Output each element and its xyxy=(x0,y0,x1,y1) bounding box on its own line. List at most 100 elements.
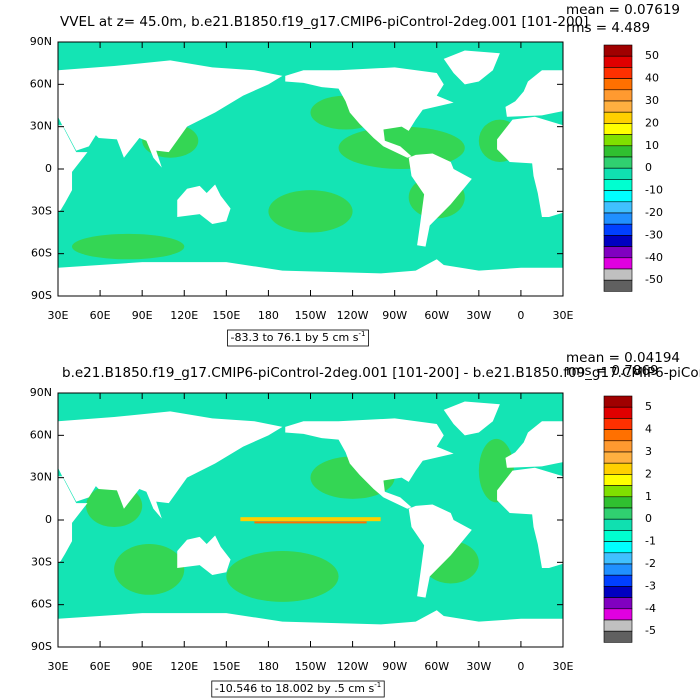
equatorial-band xyxy=(240,517,381,522)
range-exponent: -1 xyxy=(374,681,381,689)
lat-label: 30N xyxy=(30,120,52,133)
colorbar-box xyxy=(603,619,633,632)
colorbar-label: 2 xyxy=(645,467,652,480)
colorbar-box xyxy=(603,246,633,259)
colorbar-box xyxy=(603,574,633,587)
colorbar-label: 1 xyxy=(645,490,652,503)
colorbar-box xyxy=(603,55,633,68)
colorbar-box xyxy=(603,485,633,498)
field-patch xyxy=(114,543,185,595)
lon-label: 150E xyxy=(212,660,240,673)
land xyxy=(285,67,454,158)
lat-label: 90S xyxy=(31,640,52,653)
colorbar-box xyxy=(603,111,633,124)
lon-label: 30W xyxy=(466,309,491,322)
colorbar-label: 20 xyxy=(645,116,659,129)
map-panel: 90N 60N 30N 0 30S 60S 90S 30E 60E 90E 120E 150E 180 1… xyxy=(30,386,574,673)
colorbar-box xyxy=(603,167,633,180)
lon-label: 60W xyxy=(424,309,449,322)
colorbar-label: -4 xyxy=(645,602,656,615)
rms-label: rms = 4.489 xyxy=(566,20,650,36)
land xyxy=(177,535,231,576)
lat-label: 30N xyxy=(30,471,52,484)
colorbar-box xyxy=(603,395,633,408)
colorbar-box xyxy=(603,507,633,520)
colorbar-box xyxy=(603,451,633,464)
colorbar-label: -40 xyxy=(645,251,663,264)
land xyxy=(177,184,231,225)
land xyxy=(58,476,88,564)
lat-label: 30S xyxy=(31,555,52,568)
land xyxy=(58,60,283,168)
colorbar-box xyxy=(603,429,633,442)
panel-title: VVEL at z= 45.0m, b.e21.B1850.f19_g17.CM… xyxy=(60,14,588,30)
map-panel: 90N 60N 30N 0 30S 60S 90S 30E 60E 90E 120E 150E 180 1… xyxy=(30,35,574,322)
colorbar-box xyxy=(603,597,633,610)
colorbar-label: 40 xyxy=(645,72,659,85)
range-label: -10.546 to 18.002 by .5 cm s-1 xyxy=(215,681,381,695)
lon-label: 120W xyxy=(337,309,369,322)
colorbar-label: 4 xyxy=(645,423,652,436)
range-box: -83.3 to 76.1 by 5 cm s-1 xyxy=(227,329,369,347)
colorbar-box xyxy=(603,123,633,135)
colorbar-box xyxy=(603,179,633,191)
lat-label: 60N xyxy=(30,77,52,90)
land xyxy=(505,70,563,117)
lat-label: 90N xyxy=(30,35,52,48)
colorbar-label: -5 xyxy=(645,624,656,637)
field-patch xyxy=(72,233,185,260)
panel-title: b.e21.B1850.f19_g17.CMIP6-piControl-2deg… xyxy=(62,365,700,381)
range-frame xyxy=(227,329,369,347)
lat-label: 0 xyxy=(45,162,52,175)
range-frame xyxy=(211,680,385,698)
lon-label: 30W xyxy=(466,660,491,673)
lon-label: 150W xyxy=(295,309,327,322)
lat-label: 0 xyxy=(45,513,52,526)
colorbar-box xyxy=(603,190,633,203)
colorbar-box xyxy=(603,223,633,236)
colorbar-label: -10 xyxy=(645,184,663,197)
lon-label: 90W xyxy=(382,660,407,673)
mean-label: mean = 0.07619 xyxy=(566,2,680,18)
lon-label: 30E xyxy=(553,660,574,673)
colorbar-label: -20 xyxy=(645,206,663,219)
colorbar-box xyxy=(603,235,633,247)
lon-label: 30E xyxy=(48,660,69,673)
colorbar-label: 0 xyxy=(645,512,652,525)
colorbar-box xyxy=(603,406,633,419)
lat-label: 60S xyxy=(31,247,52,260)
colorbar-box xyxy=(603,201,633,214)
range-text: -10.546 to 18.002 by .5 cm s xyxy=(215,682,375,695)
lat-label: 30S xyxy=(31,204,52,217)
colorbar-box xyxy=(603,89,633,102)
lon-label: 180 xyxy=(258,309,279,322)
colorbar-box xyxy=(603,156,633,169)
mean-label: mean = 0.04194 xyxy=(566,350,680,366)
rms-label: rms = 0.7869 xyxy=(566,363,659,379)
land xyxy=(497,467,563,568)
lat-label: 60N xyxy=(30,428,52,441)
land xyxy=(497,116,563,217)
lon-label: 30E xyxy=(48,309,69,322)
colorbar-box xyxy=(603,100,633,113)
colorbar-box xyxy=(603,279,633,292)
colorbar-box xyxy=(603,608,633,621)
colorbar-label: -1 xyxy=(645,535,656,548)
colorbar-label: 0 xyxy=(645,161,652,174)
land xyxy=(58,259,563,296)
land xyxy=(408,504,472,598)
lon-label: 60E xyxy=(90,660,111,673)
colorbar-label: 10 xyxy=(645,139,659,152)
lon-label: 150W xyxy=(295,660,327,673)
land xyxy=(443,50,500,85)
colorbar-box xyxy=(603,530,633,542)
lon-label: 90E xyxy=(132,309,153,322)
lon-label: 90W xyxy=(382,309,407,322)
colorbar-box xyxy=(603,67,633,79)
colorbar-box xyxy=(603,418,633,430)
field-patch xyxy=(268,190,353,233)
colorbar-label: -50 xyxy=(645,273,663,286)
equatorial-band xyxy=(254,521,367,524)
field-patch xyxy=(226,551,339,602)
